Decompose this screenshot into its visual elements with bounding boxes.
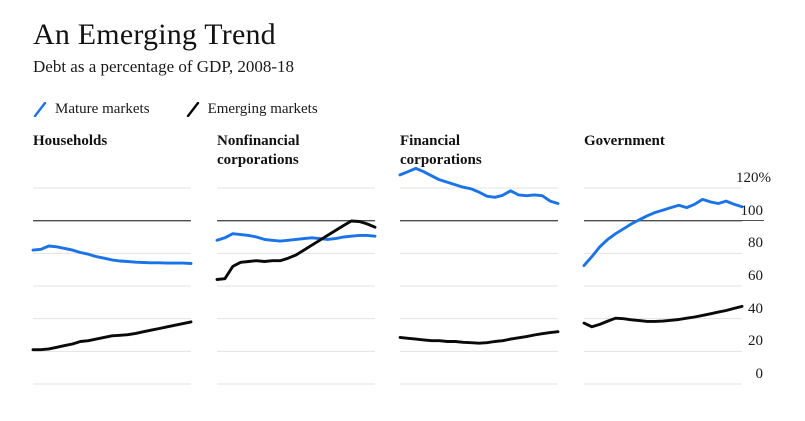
panel-title-financial: Financial corporations [400, 133, 482, 168]
legend-item-emerging: Emerging markets [186, 101, 318, 118]
emerging-markets-line- [31, 320, 193, 352]
chart-title: An Emerging Trend [33, 18, 276, 51]
panel-title-households: Households [33, 133, 108, 149]
y-axis-label: 80 [748, 235, 763, 252]
y-axis-label: 100 [740, 202, 764, 219]
line-chart-nonfinancial [215, 187, 377, 385]
chart-subtitle: Debt as a percentage of GDP, 2008-18 [33, 57, 295, 76]
mature-markets-line- [215, 232, 377, 243]
legend-label-emerging: Emerging markets [207, 101, 318, 117]
line-chart-government [582, 187, 744, 385]
y-axis-label: 40 [748, 300, 763, 317]
line-chart-households [31, 187, 193, 385]
y-axis-label: 60 [748, 268, 763, 284]
y-axis-label: 0 [755, 366, 764, 382]
emerging-markets-line- [215, 219, 377, 281]
y-axis-label: 120% [736, 170, 771, 186]
mature-line-swatch-icon [33, 101, 47, 118]
line-chart-financial [398, 166, 560, 385]
emerging-markets-line- [582, 304, 744, 329]
gridline-100-extension [742, 219, 764, 221]
panel-title-government: Government [584, 133, 665, 149]
mature-markets-line- [398, 166, 560, 205]
y-axis-label: 20 [748, 333, 763, 350]
mature-markets-line- [31, 244, 193, 265]
emerging-line-swatch-icon [186, 101, 200, 118]
panel-title-nonfinancial: Nonfinancial corporations [217, 133, 300, 168]
mature-markets-line- [582, 197, 744, 268]
chart-legend: Mature markets Emerging markets [33, 101, 318, 118]
emerging-markets-line- [398, 330, 560, 345]
legend-item-mature: Mature markets [33, 101, 150, 118]
legend-label-mature: Mature markets [55, 101, 150, 117]
